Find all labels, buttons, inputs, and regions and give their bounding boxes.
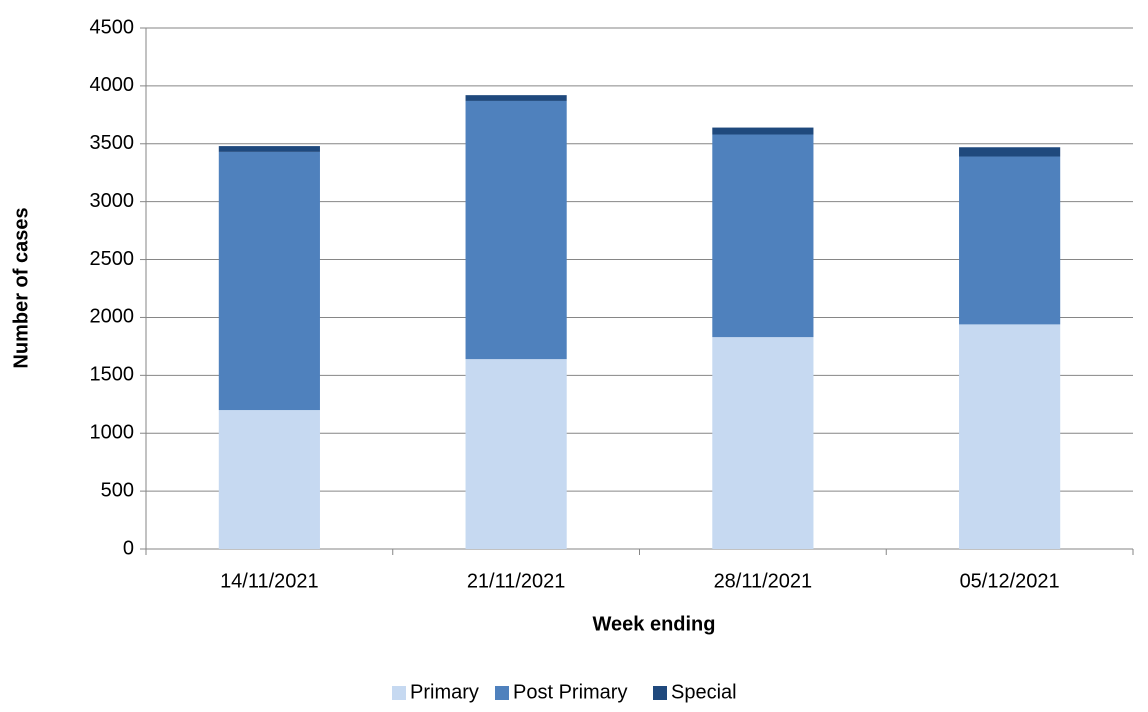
y-tick-label: 3000 (90, 190, 135, 212)
x-tick-label: 05/12/2021 (960, 570, 1060, 592)
bar-segment (465, 95, 567, 101)
bar-segment (218, 151, 320, 411)
y-tick-label: 3500 (90, 132, 135, 154)
y-tick-label: 1500 (90, 364, 135, 386)
y-tick-label: 2000 (90, 306, 135, 328)
legend-label: Primary (410, 681, 479, 703)
y-tick-label: 500 (101, 479, 134, 501)
bar-segment (465, 100, 567, 360)
legend-label: Post Primary (513, 681, 627, 703)
bar-segment (959, 156, 1061, 325)
y-tick-label: 0 (123, 537, 134, 559)
x-tick-label: 28/11/2021 (714, 570, 813, 592)
bar-segment (465, 359, 567, 549)
y-axis-title: Number of cases (10, 207, 32, 368)
x-axis-title: Week ending (593, 613, 716, 635)
y-tick-label: 2500 (90, 248, 135, 270)
legend-label: Special (671, 681, 737, 703)
x-tick-label: 21/11/2021 (467, 570, 566, 592)
y-tick-label: 1000 (90, 422, 135, 444)
legend-swatch (653, 686, 667, 700)
bar-segment (959, 324, 1061, 549)
bar-segment (712, 337, 814, 549)
bar-segment (712, 134, 814, 338)
bar-segment (218, 146, 320, 152)
x-tick-label: 14/11/2021 (220, 570, 319, 592)
y-tick-label: 4500 (90, 16, 135, 38)
bar-segment (959, 147, 1061, 157)
bar-segment (218, 410, 320, 549)
y-tick-label: 4000 (90, 74, 135, 96)
bar-segment (712, 127, 814, 135)
legend-swatch (392, 686, 406, 700)
legend-swatch (495, 686, 509, 700)
